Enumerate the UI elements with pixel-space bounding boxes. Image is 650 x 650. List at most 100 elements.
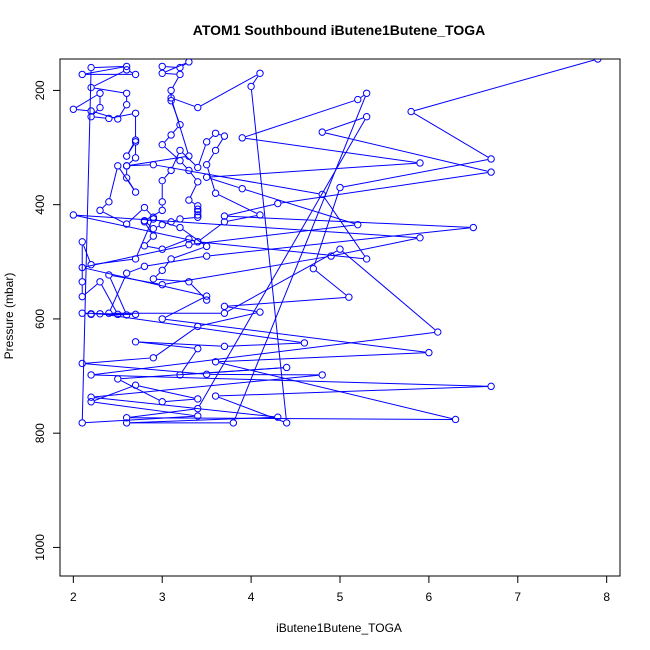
series-segment bbox=[85, 312, 132, 315]
series-segment bbox=[84, 283, 98, 295]
data-point bbox=[87, 83, 95, 92]
data-point bbox=[87, 371, 95, 379]
series-segment bbox=[199, 119, 366, 406]
data-point bbox=[158, 206, 166, 215]
data-point bbox=[469, 223, 478, 232]
data-point bbox=[211, 392, 220, 400]
series-segment bbox=[146, 209, 152, 215]
data-point bbox=[131, 188, 140, 196]
data-point bbox=[158, 140, 166, 149]
series-segment bbox=[94, 385, 133, 401]
series-segment bbox=[103, 313, 301, 343]
data-point bbox=[220, 212, 229, 220]
series-segment bbox=[209, 177, 239, 189]
data-point bbox=[87, 112, 95, 121]
series-segment bbox=[109, 169, 118, 199]
series-segment bbox=[139, 341, 221, 347]
data-point bbox=[220, 342, 229, 351]
series-segment bbox=[94, 116, 106, 119]
series-segment bbox=[165, 239, 186, 249]
series-segment bbox=[93, 109, 98, 115]
data-point bbox=[176, 215, 184, 223]
data-point bbox=[434, 328, 442, 336]
data-point bbox=[131, 310, 140, 319]
data-point bbox=[131, 70, 140, 79]
series-segment bbox=[164, 261, 170, 268]
data-point bbox=[202, 370, 211, 379]
series-segment bbox=[218, 362, 453, 420]
data-point bbox=[194, 207, 202, 216]
data-point bbox=[229, 419, 238, 427]
data-point bbox=[354, 220, 362, 229]
series-segment bbox=[130, 164, 150, 167]
data-point bbox=[362, 255, 371, 263]
series-segment bbox=[325, 117, 364, 132]
series-segment bbox=[156, 225, 160, 228]
series-segment bbox=[136, 220, 153, 256]
data-point bbox=[167, 131, 175, 139]
series-segment bbox=[174, 219, 177, 222]
series-segment bbox=[147, 256, 204, 267]
y-tick-label: 800 bbox=[33, 423, 47, 443]
data-point bbox=[122, 311, 131, 319]
series-segment bbox=[219, 352, 426, 363]
data-point bbox=[220, 218, 229, 226]
series-segment bbox=[334, 238, 417, 256]
data-point bbox=[594, 59, 602, 63]
data-point bbox=[176, 223, 184, 232]
series-segment bbox=[164, 137, 170, 143]
data-point bbox=[140, 262, 149, 271]
data-point bbox=[131, 338, 140, 346]
data-point bbox=[362, 89, 371, 97]
series-segment bbox=[218, 396, 284, 423]
data-point bbox=[194, 412, 202, 420]
series-segment bbox=[76, 215, 195, 242]
series-segment bbox=[156, 164, 319, 195]
data-point bbox=[158, 245, 166, 253]
data-point bbox=[140, 242, 149, 250]
y-tick-label: 400 bbox=[33, 194, 47, 214]
data-point bbox=[274, 413, 282, 421]
series-segment bbox=[343, 159, 488, 188]
data-point bbox=[194, 202, 202, 210]
series-segment bbox=[102, 203, 107, 209]
data-point bbox=[122, 62, 131, 71]
data-point bbox=[194, 322, 202, 331]
data-point bbox=[238, 184, 246, 193]
series-segment bbox=[120, 380, 160, 401]
series-segment bbox=[217, 138, 223, 148]
data-point bbox=[194, 404, 202, 413]
series-segment bbox=[164, 172, 170, 179]
data-point bbox=[140, 218, 149, 226]
series-segment bbox=[200, 223, 222, 241]
data-point bbox=[194, 344, 202, 353]
series-layer bbox=[69, 59, 602, 427]
data-point bbox=[69, 211, 78, 219]
series-segment bbox=[250, 89, 287, 420]
data-point bbox=[256, 69, 264, 77]
series-segment bbox=[414, 59, 595, 112]
data-point bbox=[211, 146, 220, 155]
data-point bbox=[176, 156, 184, 165]
series-segment bbox=[207, 167, 215, 190]
data-point bbox=[194, 395, 202, 403]
series-segment bbox=[192, 239, 195, 242]
data-point bbox=[87, 107, 95, 115]
data-point bbox=[158, 198, 166, 206]
data-point bbox=[247, 82, 255, 91]
data-point bbox=[87, 393, 95, 401]
series-segment bbox=[129, 71, 133, 74]
data-point bbox=[194, 103, 202, 112]
data-point bbox=[131, 109, 140, 117]
series-segment bbox=[145, 224, 152, 234]
data-point bbox=[327, 252, 335, 260]
series-segment bbox=[281, 172, 488, 204]
series-segment bbox=[155, 272, 160, 277]
series-segment bbox=[94, 401, 195, 417]
series-segment bbox=[85, 363, 204, 375]
data-point bbox=[202, 252, 211, 260]
data-point bbox=[122, 174, 131, 182]
series-segment bbox=[181, 351, 197, 373]
data-point bbox=[211, 189, 220, 197]
